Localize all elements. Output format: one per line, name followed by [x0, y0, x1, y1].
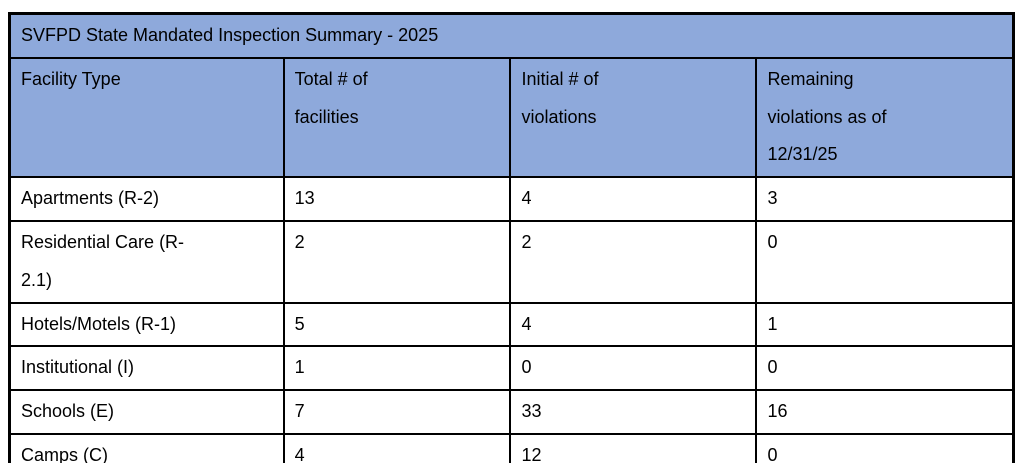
- cell-initial-violations: 2: [509, 219, 758, 304]
- cell-initial-violations: 4: [509, 176, 758, 222]
- cell-remaining-violations: 1: [755, 301, 1015, 348]
- cell-remaining-violations: 16: [755, 389, 1015, 435]
- table-row-schools: Schools (E) 7 33 16: [8, 389, 1015, 435]
- cell-total-facilities: 5: [282, 301, 512, 348]
- table-row-residential-care: Residential Care (R- 2.1) 2 2 0: [8, 219, 1015, 304]
- cell-initial-violations: 12: [509, 432, 758, 463]
- cell-facility-type: Hotels/Motels (R-1): [8, 301, 285, 348]
- table-row-institutional: Institutional (I) 1 0 0: [8, 345, 1015, 392]
- column-header-remaining-violations: Remaining violations as of 12/31/25: [755, 56, 1015, 179]
- cell-remaining-violations: 0: [755, 432, 1015, 463]
- table-row-apartments: Apartments (R-2) 13 4 3: [8, 176, 1015, 222]
- inspection-summary-table: SVFPD State Mandated Inspection Summary …: [8, 12, 1015, 463]
- cell-remaining-violations: 0: [755, 219, 1015, 304]
- cell-total-facilities: 1: [282, 345, 512, 392]
- cell-total-facilities: 4: [282, 432, 512, 463]
- column-header-total-facilities: Total # of facilities: [282, 56, 512, 179]
- cell-initial-violations: 33: [509, 389, 758, 435]
- cell-facility-type: Schools (E): [8, 389, 285, 435]
- cell-remaining-violations: 3: [755, 176, 1015, 222]
- column-header-facility-type: Facility Type: [8, 56, 285, 179]
- column-header-initial-violations: Initial # of violations: [509, 56, 758, 179]
- cell-remaining-violations: 0: [755, 345, 1015, 392]
- table-header-row: Facility Type Total # of facilities Init…: [8, 56, 1015, 179]
- cell-initial-violations: 4: [509, 301, 758, 348]
- table-row-hotels-motels: Hotels/Motels (R-1) 5 4 1: [8, 301, 1015, 348]
- cell-facility-type: Camps (C): [8, 432, 285, 463]
- cell-facility-type: Residential Care (R- 2.1): [8, 219, 285, 304]
- table-title: SVFPD State Mandated Inspection Summary …: [8, 12, 1015, 59]
- table-title-row: SVFPD State Mandated Inspection Summary …: [8, 12, 1015, 59]
- cell-facility-type: Institutional (I): [8, 345, 285, 392]
- cell-total-facilities: 7: [282, 389, 512, 435]
- cell-initial-violations: 0: [509, 345, 758, 392]
- cell-total-facilities: 2: [282, 219, 512, 304]
- cell-facility-type: Apartments (R-2): [8, 176, 285, 222]
- cell-total-facilities: 13: [282, 176, 512, 222]
- table-row-camps: Camps (C) 4 12 0: [8, 432, 1015, 463]
